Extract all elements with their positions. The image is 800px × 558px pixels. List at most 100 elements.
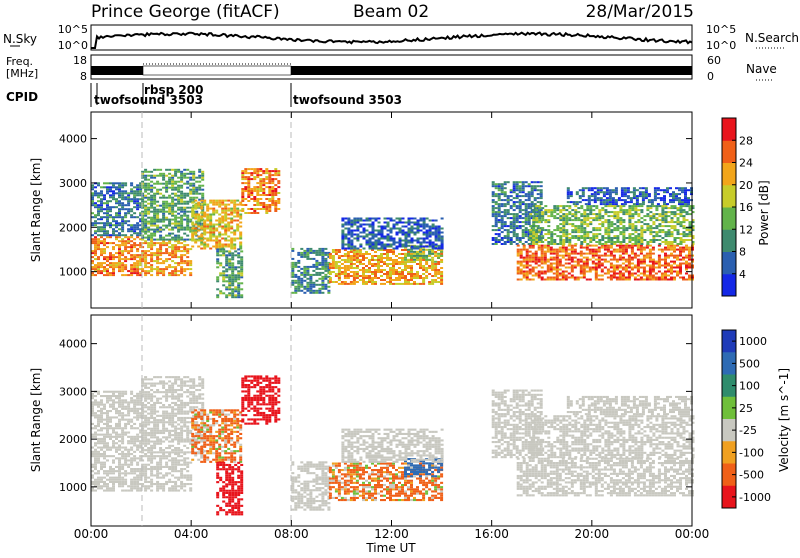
power-cell — [177, 181, 180, 183]
power-cell — [531, 181, 534, 183]
power-cell — [371, 263, 374, 265]
power-cell — [538, 277, 541, 279]
power-cell — [227, 246, 230, 248]
power-cell — [597, 189, 600, 191]
power-cell — [147, 272, 150, 274]
power-cell — [159, 242, 162, 244]
power-cell — [356, 248, 359, 250]
power-cell — [580, 219, 583, 221]
power-cell — [124, 212, 127, 214]
power-cell — [559, 241, 562, 243]
power-cell — [580, 261, 583, 263]
power-cell — [141, 270, 144, 272]
power-cell — [381, 238, 384, 240]
power-cell — [156, 266, 159, 268]
power-cell — [368, 259, 371, 261]
power-cell — [109, 200, 112, 202]
power-cell — [230, 214, 233, 216]
power-cell — [386, 263, 389, 265]
power-cell — [669, 193, 672, 195]
power-cell — [297, 278, 300, 280]
power-cell — [237, 262, 240, 264]
power-cell — [498, 187, 501, 189]
power-cell — [550, 251, 553, 253]
power-cell — [441, 248, 444, 250]
power-cell — [124, 266, 127, 268]
power-cell — [159, 229, 162, 231]
power-cell — [171, 175, 174, 177]
power-cell — [387, 244, 390, 246]
power-cell — [321, 292, 324, 294]
power-cell — [606, 201, 609, 203]
power-colorbar-tick-label: 20 — [739, 179, 753, 192]
power-cell — [541, 267, 544, 269]
power-cell — [674, 211, 677, 213]
power-cell — [513, 227, 516, 229]
power-cell — [186, 268, 189, 270]
power-cell — [531, 191, 534, 193]
power-cell — [616, 265, 619, 267]
power-cell — [562, 215, 565, 217]
power-cell — [97, 210, 100, 212]
power-cell — [580, 215, 583, 217]
power-cell — [592, 261, 595, 263]
power-cell — [130, 182, 133, 184]
power-cell — [230, 246, 233, 248]
power-cell — [417, 220, 420, 222]
power-cell — [516, 219, 519, 221]
power-cell — [688, 275, 691, 277]
power-cell — [607, 269, 610, 271]
power-cell — [200, 248, 203, 250]
power-cell — [420, 246, 423, 248]
power-cell — [121, 242, 124, 244]
power-cell — [425, 267, 428, 269]
power-cell — [628, 237, 631, 239]
power-cell — [194, 230, 197, 232]
power-cell — [553, 215, 556, 217]
power-cell — [174, 221, 177, 223]
power-cell — [622, 241, 625, 243]
power-cell — [195, 191, 198, 193]
power-cell — [153, 221, 156, 223]
power-cell — [121, 224, 124, 226]
power-cell — [375, 234, 378, 236]
power-cell — [592, 253, 595, 255]
power-cell — [231, 288, 234, 290]
power-cell — [689, 233, 692, 235]
power-cell — [124, 214, 127, 216]
power-cell — [183, 211, 186, 213]
power-cell — [136, 270, 139, 272]
power-cell — [441, 228, 444, 230]
power-cell — [136, 262, 139, 264]
power-cell — [598, 213, 601, 215]
power-cell — [191, 228, 194, 230]
power-cell — [177, 262, 180, 264]
power-cell — [440, 281, 443, 283]
power-cell — [649, 275, 652, 277]
power-cell — [171, 205, 174, 207]
power-cell — [495, 229, 498, 231]
power-cell — [613, 257, 616, 259]
power-cell — [318, 248, 321, 250]
power-cell — [664, 247, 667, 249]
power-cell — [441, 218, 444, 220]
power-cell — [112, 206, 115, 208]
power-cell — [153, 201, 156, 203]
power-cell — [679, 247, 682, 249]
power-cell — [522, 235, 525, 237]
power-cell — [231, 280, 234, 282]
power-cell — [291, 262, 294, 264]
power-cell — [231, 264, 234, 266]
power-cell — [124, 208, 127, 210]
power-cell — [222, 266, 225, 268]
power-cell — [684, 193, 687, 195]
power-cell — [209, 220, 212, 222]
power-cell — [168, 169, 171, 171]
power-cell — [237, 276, 240, 278]
power-cell — [224, 246, 227, 248]
power-cell — [495, 225, 498, 227]
power-cell — [616, 217, 619, 219]
power-cell — [410, 277, 413, 279]
power-cell — [271, 178, 274, 180]
power-cell — [532, 259, 535, 261]
